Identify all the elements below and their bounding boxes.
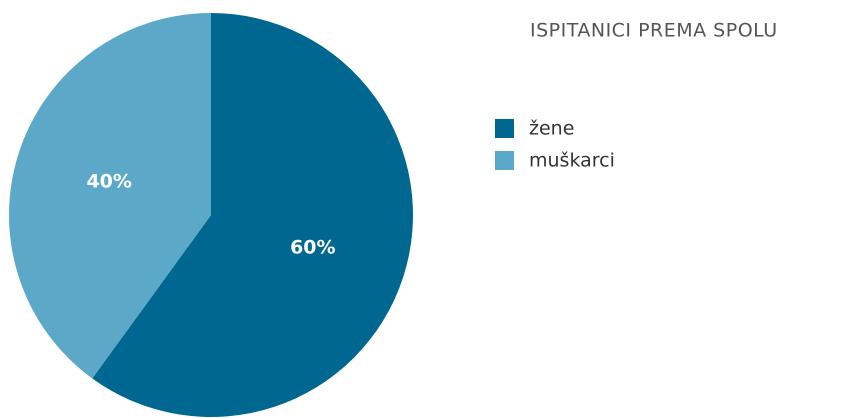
chart-title: ISPITANICI PREMA SPOLU — [530, 20, 778, 42]
data-label: 40% — [86, 170, 131, 192]
legend-swatch — [495, 119, 514, 138]
legend-label: muškarci — [529, 150, 615, 172]
pie-slice — [8, 13, 212, 379]
legend-label: žene — [529, 118, 574, 140]
data-label: 60% — [290, 237, 335, 259]
legend-swatch — [495, 151, 514, 170]
pie-slice — [92, 13, 414, 418]
